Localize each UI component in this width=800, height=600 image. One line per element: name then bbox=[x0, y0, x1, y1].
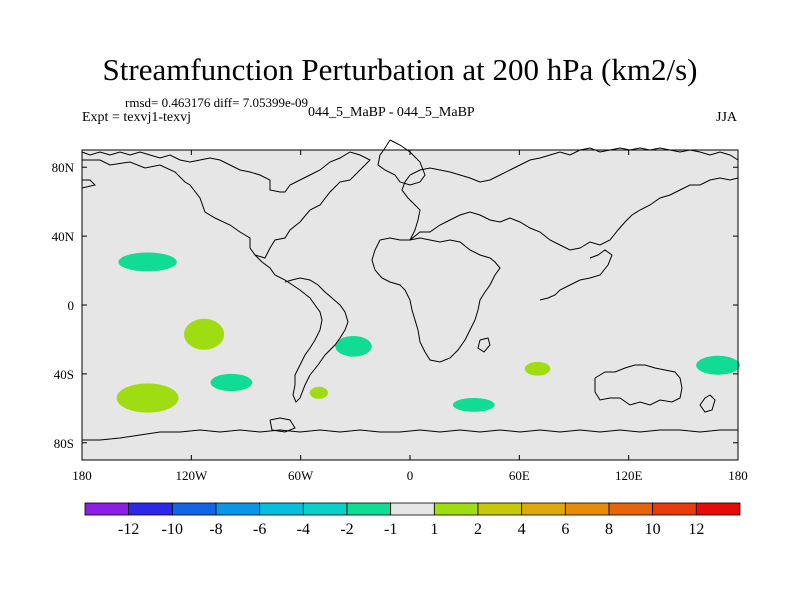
colorbar-swatch bbox=[695, 502, 741, 516]
colorbar-label: 4 bbox=[518, 521, 526, 538]
x-tick-label: 120W bbox=[175, 468, 208, 483]
colorbar-swatch bbox=[346, 502, 392, 516]
colorbar-label: 6 bbox=[561, 521, 569, 538]
coastlines bbox=[81, 139, 739, 441]
colorbar-label: -4 bbox=[297, 521, 310, 538]
colorbar-swatch bbox=[652, 502, 697, 516]
anomaly-region-5 bbox=[335, 336, 372, 357]
plot-title: Streamfunction Perturbation at 200 hPa (… bbox=[102, 52, 698, 87]
x-tick-label: 120E bbox=[615, 468, 643, 483]
colorbar-swatch bbox=[608, 502, 654, 516]
x-tick-label: 60E bbox=[509, 468, 530, 483]
colorbar-swatch bbox=[84, 502, 130, 516]
colorbar-label: 2 bbox=[474, 521, 482, 538]
colorbar-swatch bbox=[215, 502, 261, 516]
y-tick-label: 80S bbox=[54, 436, 74, 451]
colorbar-label: -1 bbox=[384, 521, 397, 538]
colorbar-swatch bbox=[259, 502, 304, 516]
anomaly-region-1 bbox=[118, 252, 177, 272]
colorbar-label: 8 bbox=[605, 521, 613, 538]
x-tick-label: 0 bbox=[407, 468, 414, 483]
anomaly-region-7 bbox=[452, 398, 495, 412]
y-tick-label: 40N bbox=[52, 229, 75, 244]
experiment-label: Expt = texvj1-texvj bbox=[82, 110, 191, 125]
anomaly-region-9 bbox=[696, 355, 740, 375]
y-tick-label: 0 bbox=[68, 298, 75, 313]
colorbar-label: -12 bbox=[118, 521, 139, 538]
colorbar-swatch bbox=[171, 502, 217, 516]
season-label: JJA bbox=[716, 110, 738, 125]
colorbar-label: 1 bbox=[430, 521, 438, 538]
anomaly-regions bbox=[116, 252, 740, 413]
case-comparison-label: 044_5_MaBP - 044_5_MaBP bbox=[308, 105, 475, 120]
map-background bbox=[82, 150, 738, 460]
x-tick-label: 180 bbox=[728, 468, 748, 483]
colorbar-swatch bbox=[433, 502, 479, 516]
anomaly-region-8 bbox=[524, 361, 551, 376]
colorbar-label: 12 bbox=[688, 521, 704, 538]
colorbar-swatch bbox=[564, 502, 610, 516]
colorbar-label: -10 bbox=[162, 521, 183, 538]
colorbar-label: -8 bbox=[209, 521, 222, 538]
colorbar-label: 10 bbox=[645, 521, 661, 538]
map-axes: 80N 40N 0 40S 80S 180 120W 60W 0 60E 120E 180 bbox=[52, 150, 748, 483]
colorbar-swatch bbox=[477, 502, 523, 516]
colorbar-label: -2 bbox=[340, 521, 353, 538]
colorbar-label: -6 bbox=[253, 521, 266, 538]
y-tick-label: 40S bbox=[54, 367, 74, 382]
anomaly-region-6 bbox=[309, 386, 328, 399]
y-tick-label: 80N bbox=[52, 160, 75, 175]
x-tick-label: 180 bbox=[72, 468, 92, 483]
ocean-background bbox=[82, 150, 738, 460]
colorbar-swatch bbox=[521, 502, 566, 516]
colorbar-swatch bbox=[128, 502, 173, 516]
anomaly-region-2 bbox=[184, 318, 225, 350]
colorbar: -12 -10 -8 -6 -4 -2 -1 1 2 4 6 8 10 12 bbox=[84, 502, 741, 538]
anomaly-region-3 bbox=[210, 373, 253, 392]
colorbar-swatch bbox=[390, 502, 435, 516]
rmsd-diff-stats: rmsd= 0.463176 diff= 7.05399e-09 bbox=[125, 95, 309, 110]
colorbar-swatch bbox=[302, 502, 348, 516]
x-tick-label: 60W bbox=[288, 468, 314, 483]
anomaly-region-4 bbox=[116, 383, 179, 413]
